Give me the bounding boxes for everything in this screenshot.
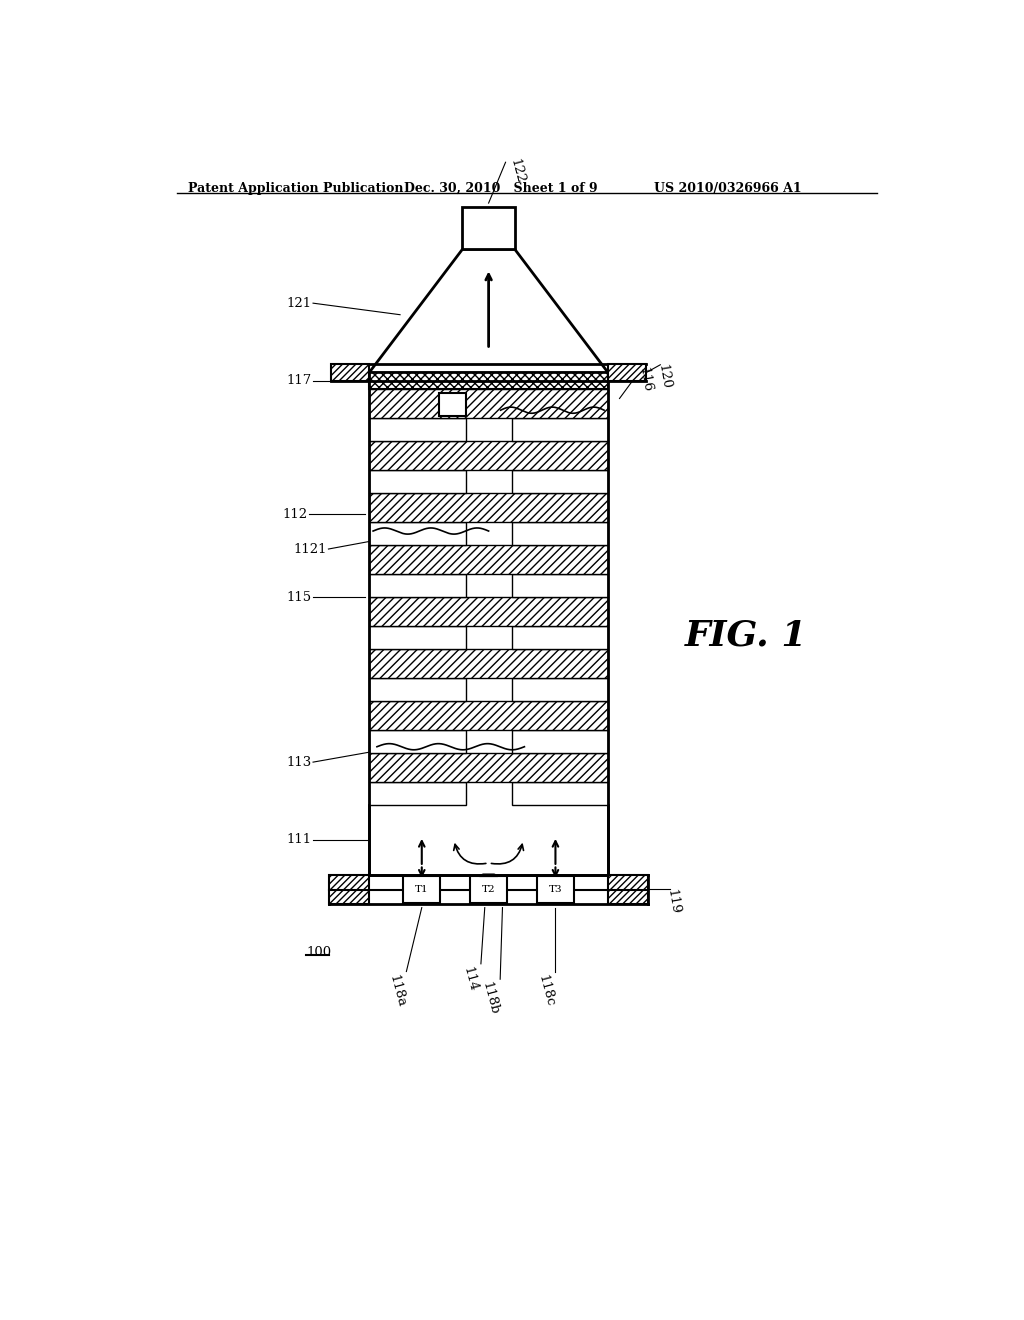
Text: 118b: 118b	[480, 981, 501, 1016]
Bar	[470, 876, 507, 903]
Text: Patent Application Publication: Patent Application Publication	[188, 182, 403, 194]
Text: 112: 112	[283, 508, 307, 521]
Bar	[370, 649, 608, 678]
Text: T1: T1	[415, 884, 429, 894]
Bar	[370, 597, 608, 626]
Text: 118a: 118a	[386, 973, 408, 1008]
Bar	[608, 364, 646, 381]
Text: FIG. 1: FIG. 1	[685, 619, 808, 653]
Bar	[370, 389, 608, 418]
Text: 122: 122	[508, 157, 527, 185]
Bar	[512, 730, 608, 754]
Text: 100: 100	[306, 946, 331, 960]
Bar	[463, 207, 515, 249]
Bar	[370, 418, 466, 441]
Bar	[608, 875, 648, 904]
Bar	[370, 441, 608, 470]
Bar	[512, 781, 608, 805]
Bar	[370, 574, 466, 598]
Bar	[512, 470, 608, 494]
Text: 114: 114	[461, 965, 479, 993]
Polygon shape	[370, 249, 608, 372]
Bar	[512, 521, 608, 545]
Text: 116: 116	[636, 367, 653, 393]
Bar	[370, 678, 466, 701]
Bar	[403, 876, 440, 903]
Text: 1121: 1121	[294, 543, 327, 556]
Bar	[370, 545, 608, 574]
Bar	[439, 393, 466, 416]
Bar	[512, 626, 608, 649]
Bar	[370, 701, 608, 730]
Text: 120: 120	[655, 363, 673, 391]
Polygon shape	[479, 875, 498, 876]
Text: US 2010/0326966 A1: US 2010/0326966 A1	[654, 182, 802, 194]
Text: T3: T3	[549, 884, 562, 894]
Bar	[370, 372, 608, 389]
Bar	[512, 574, 608, 598]
Text: 111: 111	[287, 833, 311, 846]
Text: 113: 113	[287, 755, 311, 768]
Text: 117: 117	[287, 375, 311, 388]
Bar	[370, 754, 608, 781]
Text: Dec. 30, 2010   Sheet 1 of 9: Dec. 30, 2010 Sheet 1 of 9	[403, 182, 598, 194]
Bar	[370, 730, 466, 754]
Text: 118c: 118c	[536, 973, 556, 1007]
Bar	[512, 418, 608, 441]
Text: 119: 119	[665, 888, 682, 915]
Bar	[370, 521, 466, 545]
Bar	[331, 364, 370, 381]
Bar	[370, 781, 466, 805]
Bar	[330, 875, 370, 904]
Bar	[370, 494, 608, 521]
Text: 121: 121	[287, 297, 311, 310]
Bar	[370, 470, 466, 494]
Bar	[512, 678, 608, 701]
Text: T2: T2	[482, 884, 496, 894]
Text: 115: 115	[287, 591, 311, 603]
Bar	[370, 626, 466, 649]
Bar	[537, 876, 573, 903]
